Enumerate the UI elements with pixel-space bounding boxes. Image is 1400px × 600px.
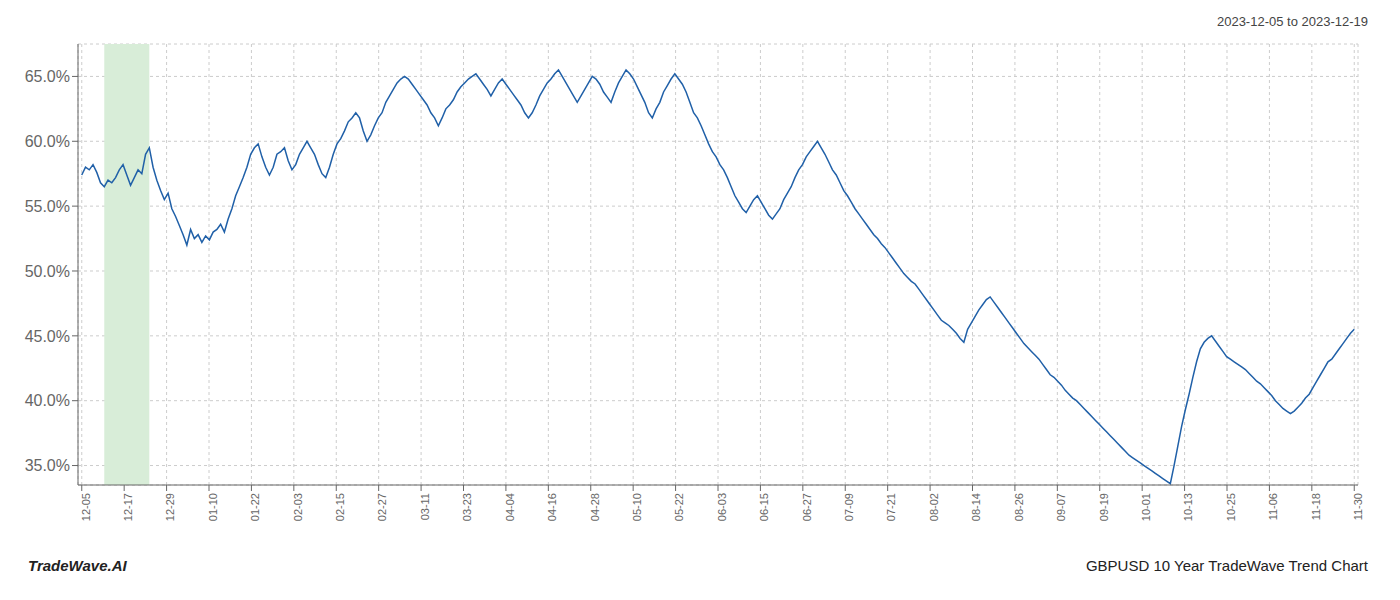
svg-text:07-09: 07-09	[843, 493, 855, 521]
svg-text:50.0%: 50.0%	[25, 263, 70, 280]
svg-text:60.0%: 60.0%	[25, 133, 70, 150]
svg-text:11-18: 11-18	[1310, 493, 1322, 520]
svg-text:35.0%: 35.0%	[25, 457, 70, 474]
svg-text:04-16: 04-16	[546, 493, 558, 521]
html-text:TradeWave.AI: TradeWave.AI	[28, 556, 127, 574]
svg-text:04-04: 04-04	[504, 493, 516, 521]
svg-text:65.0%: 65.0%	[25, 68, 70, 85]
svg-text:10-01: 10-01	[1140, 493, 1152, 521]
svg-text:12-29: 12-29	[164, 493, 176, 521]
svg-text:05-22: 05-22	[673, 493, 685, 521]
svg-text:03-11: 03-11	[419, 493, 431, 520]
svg-text:04-28: 04-28	[589, 493, 601, 521]
svg-text:12-17: 12-17	[122, 493, 134, 521]
svg-text:02-03: 02-03	[292, 493, 304, 521]
svg-text:01-10: 01-10	[207, 493, 219, 521]
svg-text:45.0%: 45.0%	[25, 328, 70, 345]
svg-text:08-26: 08-26	[1013, 493, 1025, 521]
svg-text:02-15: 02-15	[334, 493, 346, 521]
svg-text:09-19: 09-19	[1098, 493, 1110, 521]
svg-text:10-25: 10-25	[1225, 493, 1237, 521]
svg-text:40.0%: 40.0%	[25, 392, 70, 409]
svg-text:06-15: 06-15	[758, 493, 770, 521]
svg-text:10-13: 10-13	[1182, 493, 1194, 521]
html-text:2023-12-05 to 2023-12-19: 2023-12-05 to 2023-12-19	[1216, 13, 1368, 29]
svg-text:05-10: 05-10	[631, 493, 643, 521]
svg-text:11-30: 11-30	[1352, 493, 1364, 520]
svg-text:06-03: 06-03	[716, 493, 728, 521]
svg-text:12-05: 12-05	[80, 493, 92, 521]
svg-text:02-27: 02-27	[376, 493, 388, 521]
svg-text:06-27: 06-27	[801, 493, 813, 521]
svg-text:08-02: 08-02	[928, 493, 940, 521]
html-text:GBPUSD 10 Year TradeWave Trend: GBPUSD 10 Year TradeWave Trend Chart	[1085, 556, 1368, 574]
svg-text:55.0%: 55.0%	[25, 198, 70, 215]
svg-text:08-14: 08-14	[970, 493, 982, 521]
svg-text:07-21: 07-21	[885, 493, 897, 521]
svg-text:11-06: 11-06	[1267, 493, 1279, 520]
svg-text:01-22: 01-22	[249, 493, 261, 521]
svg-text:09-07: 09-07	[1055, 493, 1067, 521]
svg-text:03-23: 03-23	[461, 493, 473, 521]
